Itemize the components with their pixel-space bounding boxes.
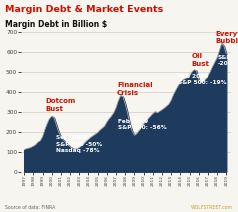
Text: Source of data: FINRA: Source of data: FINRA (5, 205, 55, 210)
Text: Dotcom
Bust: Dotcom Bust (45, 98, 75, 112)
Text: S&P
-20%: S&P -20% (218, 55, 234, 66)
Text: Margin Debt in Billion $: Margin Debt in Billion $ (5, 20, 107, 28)
Text: Oil
Bust: Oil Bust (191, 53, 209, 67)
Text: Everything
Bubble: Everything Bubble (216, 31, 238, 44)
Text: Sep 2002
S&P 500 -50%
Nasdaq -78%: Sep 2002 S&P 500 -50% Nasdaq -78% (56, 135, 103, 153)
Text: Margin Debt & Market Events: Margin Debt & Market Events (5, 5, 163, 14)
Text: Feb 2016
S&P 500: -19%: Feb 2016 S&P 500: -19% (178, 74, 226, 85)
Text: Feb 2009
S&P 500: -56%: Feb 2009 S&P 500: -56% (118, 119, 167, 130)
Text: Financial
Crisis: Financial Crisis (117, 82, 153, 96)
Text: WOLFSTREET.com: WOLFSTREET.com (191, 205, 233, 210)
